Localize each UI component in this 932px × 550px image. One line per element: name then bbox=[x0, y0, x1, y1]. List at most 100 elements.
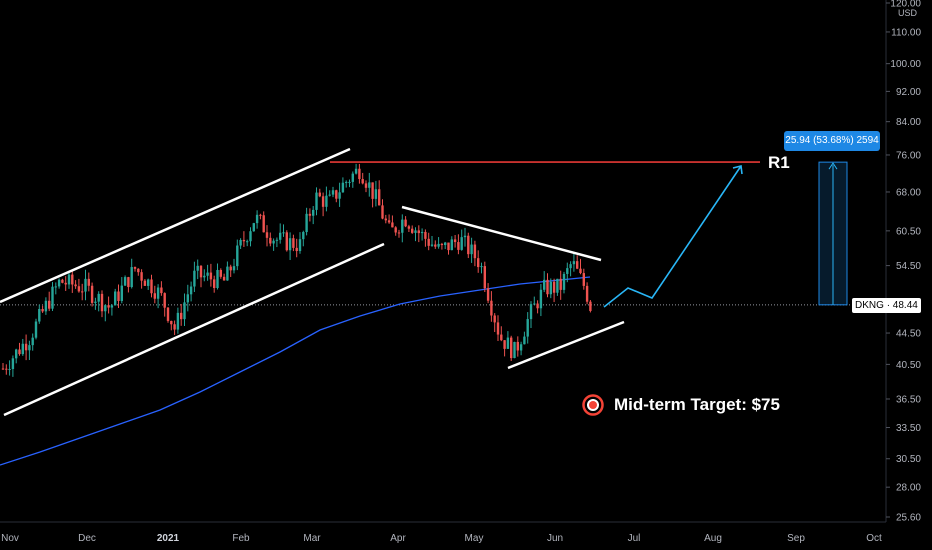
candle-body bbox=[437, 243, 440, 247]
candle-body bbox=[407, 226, 411, 229]
candle-body bbox=[249, 231, 252, 242]
candle-body bbox=[156, 287, 160, 299]
y-tick-label: 44.50 bbox=[896, 329, 921, 340]
candle-body bbox=[77, 286, 81, 292]
candle-body bbox=[348, 181, 351, 183]
candle-body bbox=[401, 219, 404, 233]
candle-body bbox=[38, 309, 41, 322]
candle-body bbox=[321, 196, 325, 207]
candle-body bbox=[123, 277, 127, 286]
candle-body bbox=[87, 278, 90, 286]
candle-body bbox=[107, 305, 110, 308]
candle-body bbox=[279, 232, 282, 240]
candle-body bbox=[500, 334, 503, 341]
candle-body bbox=[11, 358, 15, 370]
y-tick-label: 110.00 bbox=[891, 27, 921, 38]
candle-body bbox=[391, 222, 394, 228]
x-tick-label: Aug bbox=[704, 533, 722, 544]
candle-body bbox=[15, 349, 18, 359]
x-tick-label: Feb bbox=[232, 533, 250, 544]
candle-body bbox=[130, 267, 133, 288]
candle-body bbox=[552, 281, 556, 293]
candle-body bbox=[209, 272, 213, 280]
candle-body bbox=[328, 194, 331, 196]
candle-body bbox=[378, 189, 381, 206]
candle-body bbox=[483, 266, 486, 289]
measure-label: 25.94 (53.68%) 2594 bbox=[784, 131, 880, 151]
candle-body bbox=[213, 279, 216, 289]
candle-body bbox=[67, 274, 71, 285]
candle-body bbox=[298, 239, 302, 252]
candle-body bbox=[137, 268, 140, 273]
candle-body bbox=[486, 288, 490, 301]
candle-body bbox=[477, 258, 480, 268]
candle-body bbox=[516, 341, 519, 351]
candle-body bbox=[562, 273, 566, 290]
y-tick-label: 40.50 bbox=[896, 360, 921, 371]
candle-body bbox=[414, 230, 417, 233]
candle-body bbox=[219, 269, 222, 277]
candle-body bbox=[463, 235, 467, 238]
candle-body bbox=[331, 190, 335, 195]
candle-body bbox=[440, 243, 444, 246]
candle-body bbox=[5, 368, 8, 370]
candle-body bbox=[8, 369, 11, 371]
candle-body bbox=[325, 195, 328, 207]
candle-body bbox=[444, 242, 447, 246]
y-tick-label: 84.00 bbox=[896, 117, 921, 128]
y-tick-label: 33.50 bbox=[896, 423, 921, 434]
candle-body bbox=[242, 239, 246, 242]
y-tick-label: 54.50 bbox=[896, 261, 921, 272]
candle-body bbox=[368, 182, 371, 188]
candle-body bbox=[457, 242, 460, 250]
candle-body bbox=[18, 349, 21, 355]
candle-body bbox=[529, 304, 533, 320]
candle-body bbox=[206, 272, 209, 276]
candle-body bbox=[467, 235, 470, 255]
candle-body bbox=[549, 281, 552, 295]
candle-body bbox=[460, 237, 463, 250]
candle-body bbox=[44, 300, 48, 312]
y-tick-label: 60.50 bbox=[896, 226, 921, 237]
candle-body bbox=[150, 279, 153, 294]
candle-body bbox=[71, 274, 74, 285]
moving-average-line bbox=[0, 276, 591, 466]
candle-body bbox=[447, 242, 450, 251]
candle-body bbox=[470, 244, 473, 255]
candle-body bbox=[404, 219, 407, 227]
projection-arrowhead bbox=[732, 165, 743, 175]
candle-body bbox=[384, 218, 387, 221]
candle-body bbox=[166, 307, 170, 321]
candle-body bbox=[272, 240, 275, 244]
candle-body bbox=[341, 182, 345, 193]
candle-body bbox=[345, 181, 348, 183]
candle-body bbox=[288, 238, 292, 251]
candle-body bbox=[203, 275, 206, 278]
x-tick-label: Jul bbox=[628, 533, 641, 544]
candle-body bbox=[513, 341, 516, 359]
candle-body bbox=[354, 168, 358, 174]
candle-body bbox=[153, 293, 156, 299]
candle-body bbox=[189, 286, 193, 295]
candle-body bbox=[28, 345, 31, 351]
candle-body bbox=[424, 231, 427, 239]
candle-body bbox=[229, 266, 232, 271]
candle-body bbox=[163, 293, 166, 308]
x-tick-label: Nov bbox=[1, 533, 19, 544]
channel-upper-line bbox=[0, 147, 351, 304]
candle-body bbox=[48, 300, 51, 309]
candle-body bbox=[110, 305, 114, 308]
candle-body bbox=[490, 300, 493, 316]
y-tick-label: 100.00 bbox=[890, 59, 921, 70]
candle-body bbox=[569, 264, 572, 269]
candle-body bbox=[199, 265, 203, 278]
candle-body bbox=[411, 228, 414, 233]
y-tick-label: 120.00 bbox=[890, 0, 921, 10]
candle-body bbox=[361, 179, 364, 184]
y-tick-label: 36.50 bbox=[896, 394, 921, 405]
x-tick-label: 2021 bbox=[157, 533, 180, 544]
candle-body bbox=[140, 272, 143, 281]
y-tick-label: 68.00 bbox=[896, 187, 921, 198]
